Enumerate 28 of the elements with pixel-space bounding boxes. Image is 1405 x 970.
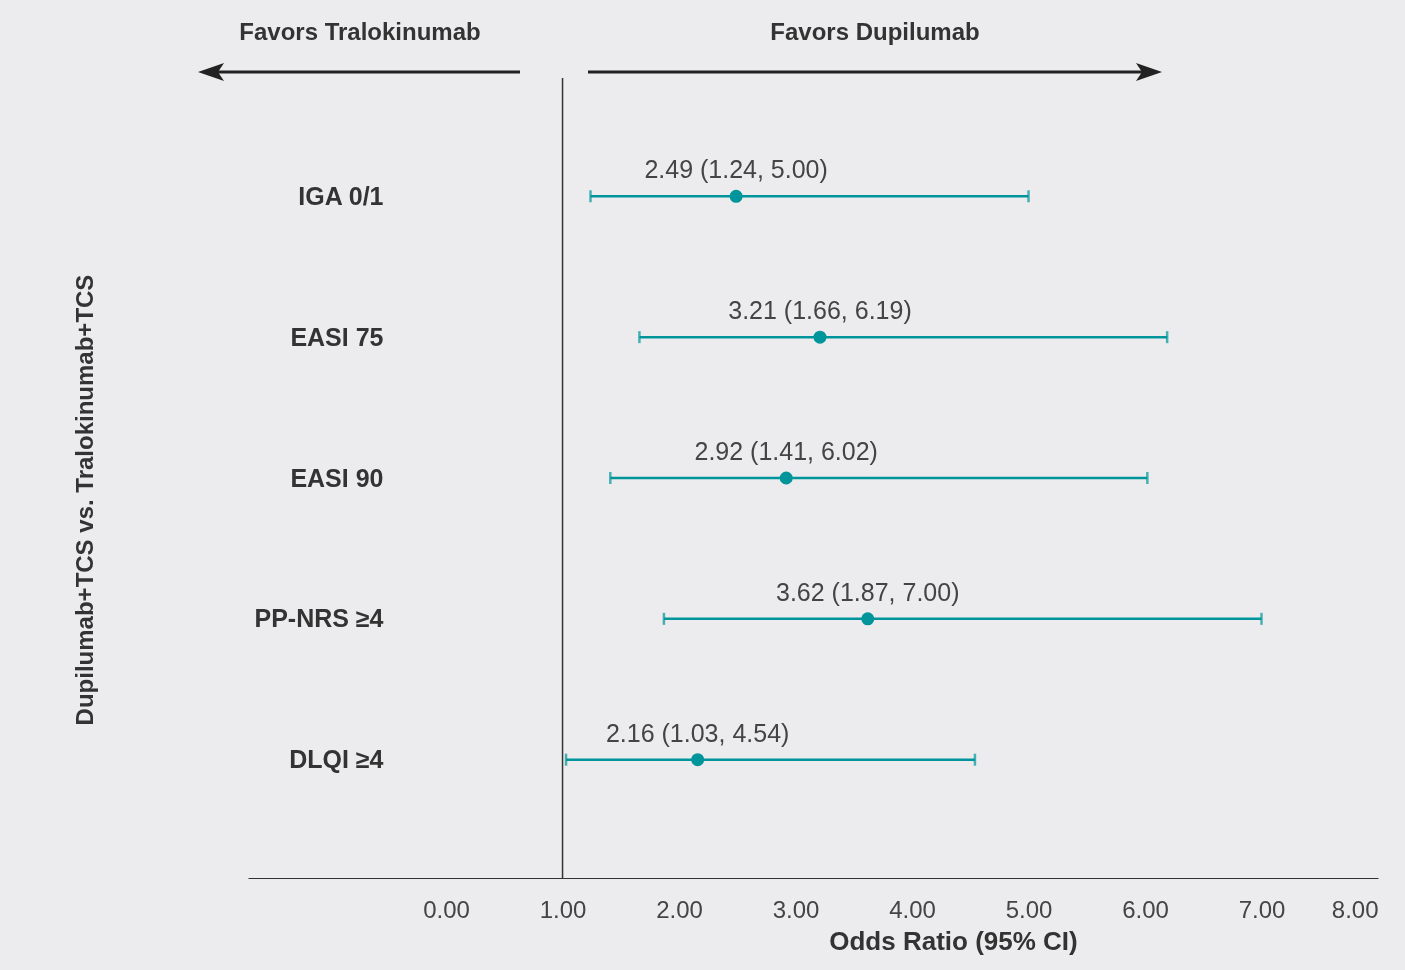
x-tick-label: 2.00	[656, 895, 703, 923]
x-tick-label: 7.00	[1238, 895, 1286, 923]
x-tick-label: 5.00	[1005, 895, 1053, 923]
x-tick-label: 8.00	[1331, 895, 1379, 923]
point	[861, 612, 875, 626]
x-axis-title: Odds Ratio (95% CI)	[829, 925, 1078, 956]
x-tick-label: 4.00	[889, 895, 936, 923]
y-tick-label: EASI 75	[290, 322, 384, 351]
data-label: 3.21 (1.66, 6.19)	[728, 296, 912, 325]
text: Favors Dupilumab	[770, 18, 980, 46]
y-tick-label: PP-NRS ≥4	[254, 604, 384, 633]
data-label: 2.49 (1.24, 5.00)	[644, 155, 828, 184]
point	[779, 471, 793, 485]
y-tick-label: IGA 0/1	[298, 181, 384, 210]
text: Favors Tralokinumab	[239, 18, 481, 46]
point	[691, 753, 705, 767]
point	[813, 330, 827, 344]
point	[729, 189, 743, 203]
x-tick-label: 3.00	[772, 895, 820, 923]
y-tick-label: EASI 90	[290, 463, 384, 492]
data-label: 2.92 (1.41, 6.02)	[694, 437, 878, 465]
x-tick-label: 1.00	[539, 895, 587, 923]
text: Dupilumab+TCS vs. Tralokinumab+TCS	[71, 274, 99, 726]
x-tick-label: 0.00	[423, 895, 470, 923]
x-tick-label: 6.00	[1122, 895, 1169, 923]
y-tick-label: DLQI ≥4	[289, 745, 384, 774]
data-label: 3.62 (1.87, 7.00)	[776, 577, 960, 606]
data-label: 2.16 (1.03, 4.54)	[605, 718, 790, 747]
